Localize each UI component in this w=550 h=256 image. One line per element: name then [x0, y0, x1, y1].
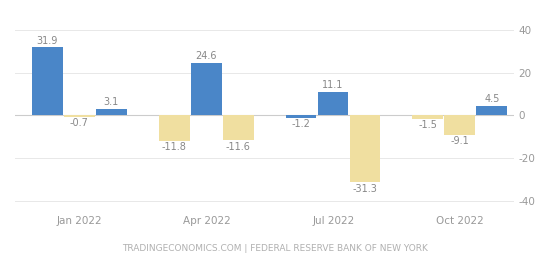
- Bar: [159, 115, 190, 141]
- Bar: [317, 92, 348, 115]
- Text: 3.1: 3.1: [103, 97, 119, 107]
- Text: 11.1: 11.1: [322, 80, 344, 90]
- Text: -0.7: -0.7: [70, 118, 89, 128]
- Bar: [444, 115, 475, 135]
- Bar: [412, 115, 443, 119]
- Bar: [64, 115, 95, 117]
- Bar: [476, 106, 507, 115]
- Text: 31.9: 31.9: [37, 36, 58, 46]
- Text: 4.5: 4.5: [484, 94, 499, 104]
- Bar: [223, 115, 254, 140]
- Bar: [191, 63, 222, 115]
- Text: -1.5: -1.5: [419, 120, 437, 130]
- Text: -31.3: -31.3: [353, 184, 377, 194]
- Text: 24.6: 24.6: [195, 51, 217, 61]
- Text: TRADINGECONOMICS.COM | FEDERAL RESERVE BANK OF NEW YORK: TRADINGECONOMICS.COM | FEDERAL RESERVE B…: [122, 244, 428, 253]
- Text: -1.2: -1.2: [292, 120, 310, 130]
- Bar: [96, 109, 126, 115]
- Bar: [349, 115, 381, 182]
- Text: -11.6: -11.6: [226, 142, 251, 152]
- Text: -9.1: -9.1: [450, 136, 469, 146]
- Bar: [32, 47, 63, 115]
- Bar: [285, 115, 316, 118]
- Text: -11.8: -11.8: [162, 142, 186, 152]
